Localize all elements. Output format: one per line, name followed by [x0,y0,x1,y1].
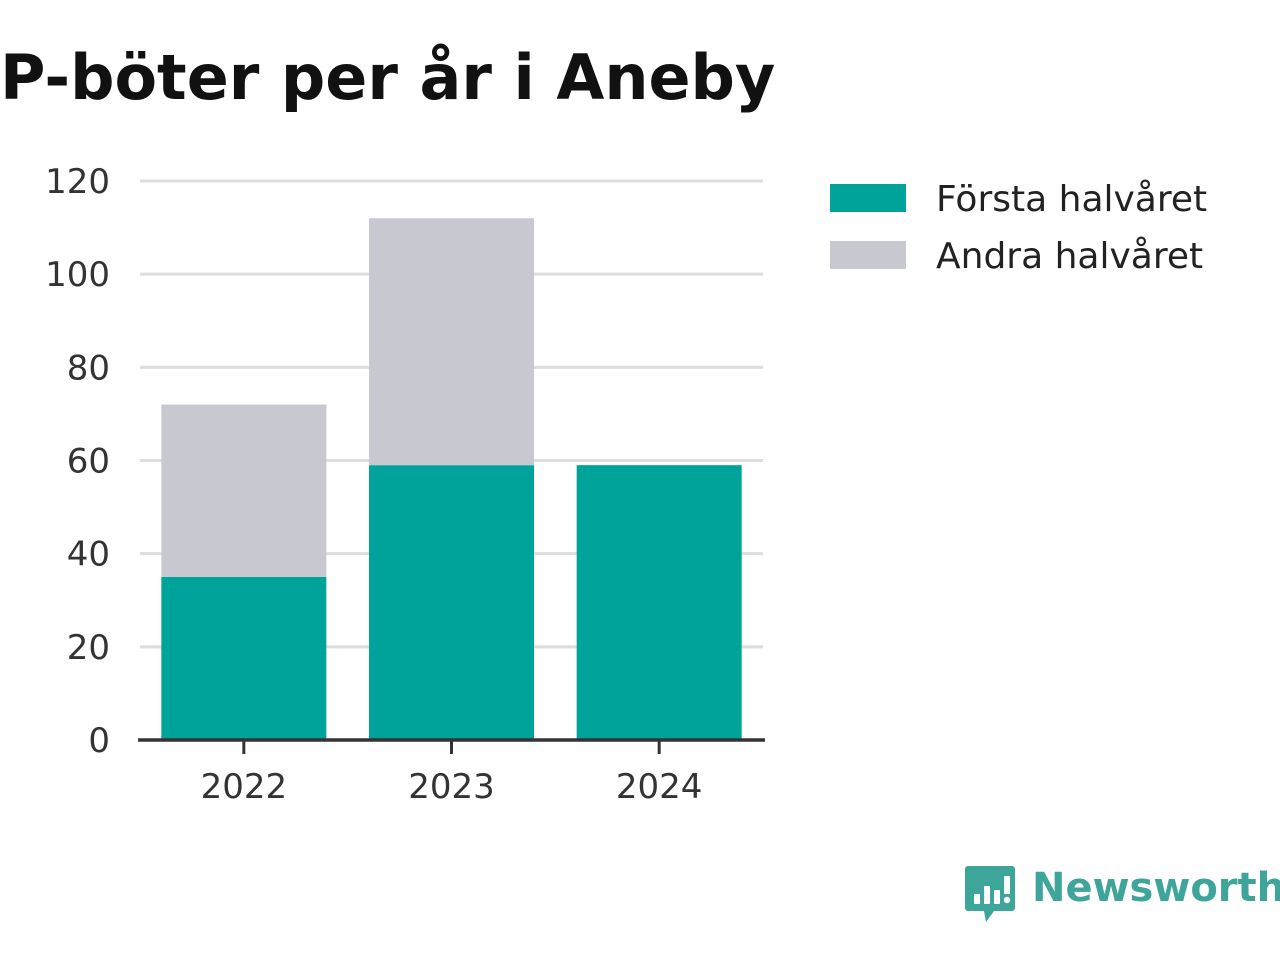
bar-2023-first-half [369,465,534,740]
bar-chart: 0 20 40 60 80 100 120 2022 2023 2024 Första halvå… [45,162,1207,807]
legend-swatch-first-half [830,184,906,212]
x-tick-label: 2022 [201,767,288,807]
y-tick-label: 40 [67,535,110,575]
legend-swatch-second-half [830,241,906,269]
bar-2024-first-half [576,465,742,740]
legend-label: Första halvåret [936,179,1207,220]
bars [161,218,742,740]
newsworthy-logo-icon [965,866,1015,922]
y-tick-label: 20 [67,628,110,668]
y-tick-label: 0 [88,721,110,761]
x-tick-label: 2024 [616,767,703,807]
y-tick-label: 80 [67,348,110,388]
newsworthy-wordmark: Newsworthy [1032,865,1280,911]
bar-2023-second-half [369,218,534,466]
y-tick-label: 120 [45,162,110,202]
legend: Första halvåret Andra halvåret [830,179,1207,277]
bar-2022-second-half [161,404,327,577]
newsworthy-logo: Newsworthy [964,862,1280,926]
y-tick-label: 60 [67,442,110,482]
legend-label: Andra halvåret [936,236,1203,277]
y-tick-label: 100 [45,255,110,295]
x-tick-label: 2023 [408,767,495,807]
axes: 0 20 40 60 80 100 120 2022 2023 2024 [45,162,765,807]
bar-2022-first-half [161,576,327,740]
chart-title: P-böter per år i Aneby [0,41,776,114]
